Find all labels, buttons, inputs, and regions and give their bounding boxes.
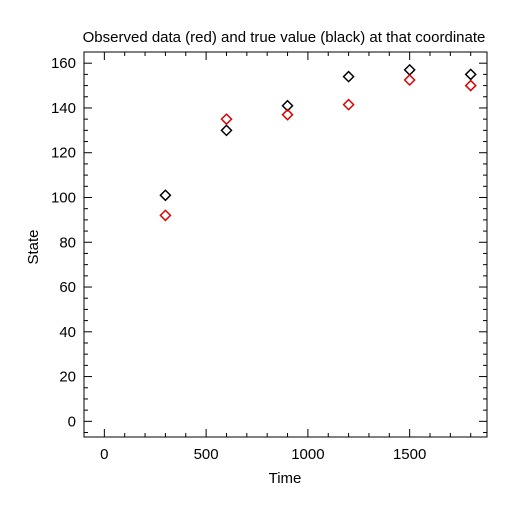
observed-point — [464, 79, 477, 92]
y-tick-label: 80 — [59, 234, 76, 251]
observed-point — [159, 209, 172, 222]
observed-point — [403, 73, 416, 87]
data-points — [159, 63, 477, 222]
y-axis-label: State — [25, 229, 42, 264]
true-value-point — [403, 63, 416, 76]
y-tick-label: 60 — [59, 279, 76, 296]
x-tick-label: 1000 — [291, 446, 324, 463]
observed-point — [342, 98, 355, 111]
y-tick-label: 160 — [51, 55, 76, 72]
x-tick-label: 0 — [100, 446, 108, 463]
plot-frame — [83, 51, 488, 438]
observed-point — [281, 108, 294, 121]
chart-title: Observed data (red) and true value (blac… — [83, 29, 486, 46]
x-tick-label: 500 — [194, 446, 219, 463]
true-value-point — [342, 70, 355, 83]
true-value-point — [220, 124, 233, 137]
true-value-point — [159, 189, 172, 202]
ticks: 0 500 1000 1500 0 20 40 60 80 100 120 140 160 — [51, 51, 487, 463]
x-axis-label: Time — [269, 470, 302, 487]
y-tick-label: 100 — [51, 189, 76, 206]
true-value-point — [464, 68, 477, 81]
axes — [83, 51, 488, 438]
y-tick-label: 40 — [59, 324, 76, 341]
y-tick-label: 140 — [51, 100, 76, 117]
x-tick-label: 1500 — [393, 446, 426, 463]
y-tick-label: 0 — [68, 413, 76, 430]
observed-point — [220, 113, 233, 126]
y-tick-label: 120 — [51, 145, 76, 162]
y-tick-label: 20 — [59, 369, 76, 386]
